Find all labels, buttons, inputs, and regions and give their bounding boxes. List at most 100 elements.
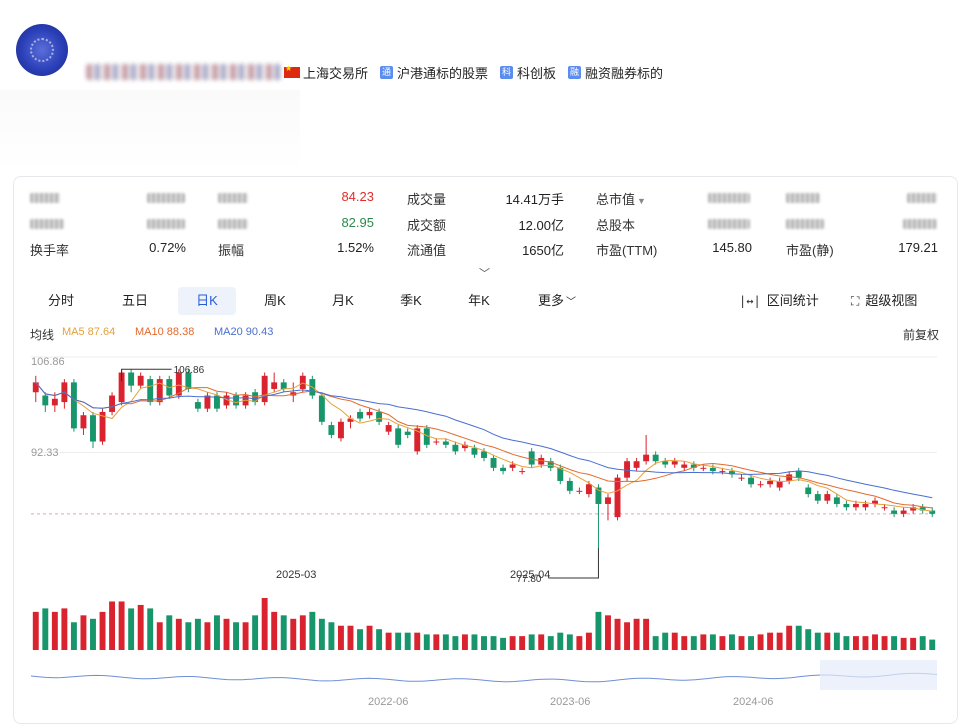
candle-body [271,382,278,389]
candle-body [738,477,745,479]
ma10-line [35,382,933,509]
pe-ttm-value: 145.80 [712,240,752,255]
volume-bar [852,636,859,650]
x-axis-label-apr: 2025-04 [510,569,550,581]
volume-bar [519,636,526,650]
volume-bar [557,632,564,650]
candle-body [337,421,344,439]
volume-bar [299,615,306,650]
y-axis-label-mid: 92.33 [31,447,59,459]
turnover-rate-value: 0.72% [149,240,186,255]
candle-body [261,375,268,403]
volume-bar [261,598,268,650]
volume-bar [242,622,249,650]
volume-bar [376,629,383,650]
volume-bar [681,636,688,650]
candle-body [80,415,87,429]
tab-weekly-k[interactable]: 周K [264,293,286,308]
volume-bar [414,632,421,650]
ma-lines [35,382,933,512]
candle-body [795,471,802,478]
overview-label-2022: 2022-06 [368,696,408,708]
candle-body [709,467,716,472]
candle-body [748,477,754,485]
volume-bar [166,615,173,650]
volume-bar [347,625,354,650]
market-cap-label[interactable]: 总市值 ▼ [596,192,646,207]
volume-bar [233,622,239,650]
candle-body [652,454,659,462]
volume-bar [147,608,154,650]
label-blurred [786,219,824,229]
volume-bar [509,636,516,650]
candle-body [833,497,840,504]
candle-body [490,457,497,468]
ma10-label: MA10 88.38 [135,326,195,338]
float-value-value: 1650亿 [522,243,564,258]
amplitude-label: 振幅 [218,243,245,258]
volume-bar [252,615,259,650]
candle-body [99,411,106,442]
tab-daily-k[interactable]: 日K [178,287,236,315]
adjust-mode-button[interactable]: 前复权 [903,328,940,342]
candle-body [395,428,402,445]
ma5-line [35,382,933,512]
candle-body [423,428,430,445]
rong-icon: 融 [568,66,582,79]
volume-bar [481,636,487,650]
tab-yearly-k[interactable]: 年K [468,293,490,308]
candle-body [805,487,812,495]
candle-body [70,382,77,429]
candle-body [347,418,354,422]
volume-bar [366,625,373,650]
ma20-label: MA20 90.43 [214,326,274,338]
max-leader-line [121,368,172,382]
volume-bar [757,634,764,650]
value-blurred [903,219,937,229]
candle-body [643,454,650,462]
tab-quarterly-k[interactable]: 季K [400,293,422,308]
super-view-button[interactable]: ⛶ 超级视图 [851,287,917,315]
candle-body [500,467,507,472]
candle-body [376,411,383,422]
candle-body [557,467,564,481]
candle-body [719,471,726,473]
period-tabs: 分时 五日 日K 周K 月K 季K 年K 更多 ﹀ |↔| 区间统计 ⛶ 超级视图 [13,285,956,315]
volume-bar [833,632,840,650]
volume-value: 14.41万手 [505,192,564,207]
expand-chevron-icon[interactable]: ﹀ [479,268,490,280]
volume-bar [891,636,898,650]
volume-bar [776,632,783,650]
min-price-label: 77.80 [516,574,541,585]
candle-body [776,480,783,488]
tab-five-day[interactable]: 五日 [121,293,148,308]
candle-body [814,494,821,501]
label-blurred [30,193,60,203]
volume-bar [500,637,507,650]
candle-body [910,507,917,511]
ma-label: 均线 [30,328,55,342]
candle-body [471,448,478,455]
overview-navigator [30,660,938,690]
volume-bar [566,634,573,650]
candle-body [566,480,573,491]
candle-body [595,487,602,504]
candle-body [42,395,49,406]
candle-body [824,494,831,501]
volume-bar [719,636,726,650]
candle-body [681,464,688,468]
tab-monthly-k[interactable]: 月K [332,293,354,308]
candle-body [585,484,592,495]
range-stats-button[interactable]: |↔| 区间统计 [739,287,819,315]
label-blurred [786,193,820,203]
tab-intraday[interactable]: 分时 [47,293,74,308]
volume-bar [595,611,602,650]
high-value: 84.23 [341,189,374,204]
tab-more[interactable]: 更多 ﹀ [537,293,576,308]
volume-bar [881,636,888,650]
volume-bar [929,639,936,650]
candle-body [605,497,611,504]
volume-bar [223,618,230,650]
volume-label: 成交量 [407,192,447,207]
